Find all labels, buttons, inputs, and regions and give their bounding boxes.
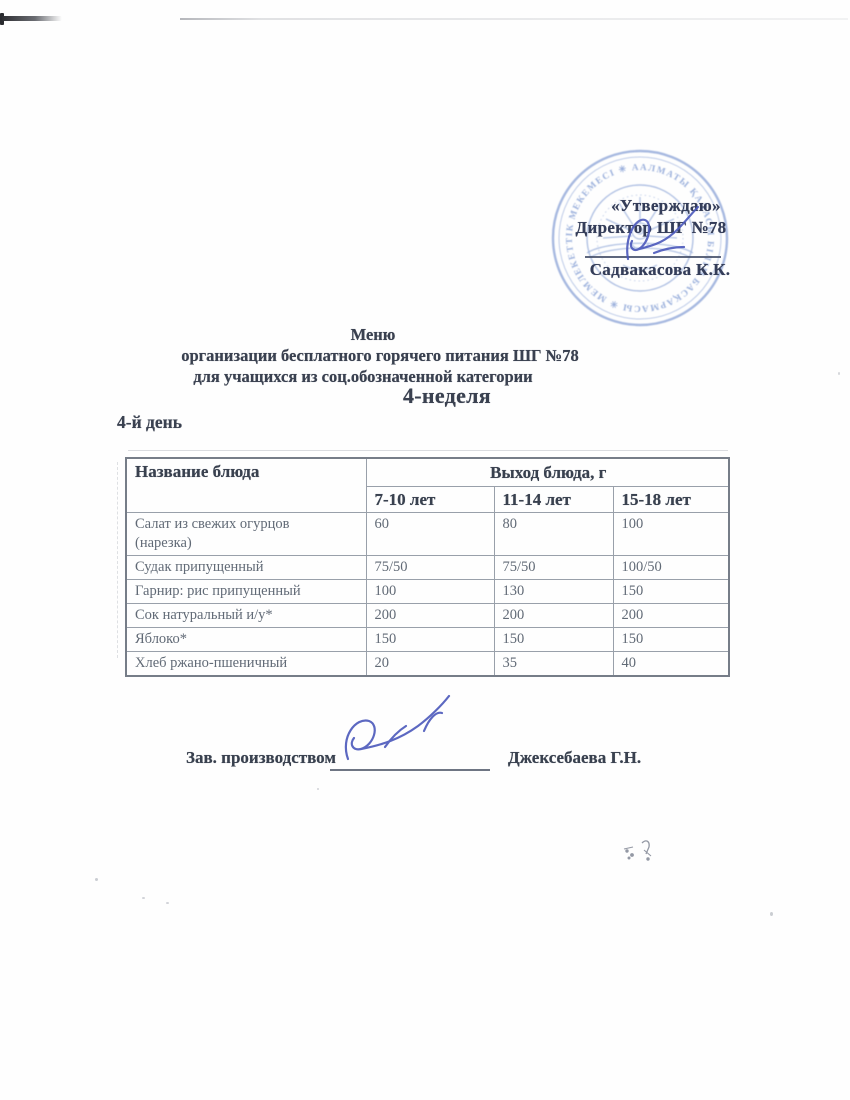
table-row: Сок натуральный и/у* 200 200 200 (125, 602, 730, 628)
portion-11-14: 35 (493, 650, 614, 676)
title-menu: Меню (350, 325, 396, 344)
ink-smudge (623, 840, 652, 861)
scan-speck (770, 912, 773, 916)
table-row: Гарнир: рис припущенный 100 130 150 (125, 578, 730, 604)
table-row: Хлеб ржано-пшеничный 20 35 40 (125, 650, 730, 676)
approval-director-name: Садвакасова К.К. (589, 260, 731, 279)
portion-15-18: 200 (612, 602, 730, 628)
title-organization-line: организации бесплатного горячего питания… (181, 346, 579, 365)
scan-artifact-line (180, 18, 848, 20)
col-header-output-group: Выход блюда, г (365, 457, 730, 487)
scan-artifact-streak (2, 16, 62, 21)
footer-signature-line (330, 769, 490, 771)
approval-quote: «Утверждаю» (611, 196, 721, 215)
dish-name: Яблоко* (125, 626, 367, 652)
portion-15-18: 150 (612, 626, 730, 652)
dish-name: Сок натуральный и/у* (125, 602, 367, 628)
portion-7-10: 200 (365, 602, 495, 628)
title-day: 4-й день (117, 412, 182, 432)
menu-table: Название блюда Выход блюда, г 7-10 лет 1… (125, 457, 731, 677)
scan-speck (317, 788, 319, 790)
portion-11-14: 80 (493, 511, 614, 556)
production-manager-name: Джексебаева Г.Н. (508, 748, 642, 767)
dish-name: Салат из свежих огурцов (нарезка) (125, 511, 367, 556)
portion-11-14: 75/50 (493, 554, 614, 580)
portion-7-10: 100 (365, 578, 495, 604)
header-row-ages: 7-10 лет 11-14 лет 15-18 лет (126, 485, 730, 513)
portion-7-10: 150 (365, 626, 495, 652)
scan-speck (838, 372, 840, 375)
stamp-emblem (586, 197, 694, 271)
title-week: 4-неделя (402, 383, 492, 408)
director-signature (626, 205, 700, 261)
scan-speck (166, 902, 169, 904)
scan-speck (142, 897, 145, 899)
dish-name: Судак припущенный (125, 554, 367, 580)
table-row: Яблоко* 150 150 150 (125, 626, 730, 652)
portion-7-10: 75/50 (365, 554, 495, 580)
dish-name: Гарнир: рис припущенный (125, 578, 367, 604)
col-header-age-11-14: 11-14 лет (493, 485, 614, 513)
portion-11-14: 130 (493, 578, 614, 604)
portion-11-14: 150 (493, 626, 614, 652)
menu-table-body: Салат из свежих огурцов (нарезка) 60 80 … (125, 511, 730, 676)
scan-artifact-table-shadow (128, 450, 728, 451)
menu-table-header: Название блюда Выход блюда, г 7-10 лет 1… (125, 457, 730, 513)
col-header-age-15-18: 15-18 лет (612, 485, 730, 513)
production-manager-signature (344, 694, 451, 761)
portion-7-10: 20 (365, 650, 495, 676)
portion-15-18: 100 (612, 511, 730, 556)
col-header-age-7-10: 7-10 лет (365, 485, 495, 513)
portion-11-14: 200 (493, 602, 614, 628)
official-round-stamp: АЛМАТЫ ҚАЛАСЫ БІЛІМ БАСҚАРМАСЫ ✳ МЕМЛЕКЕ… (545, 143, 729, 327)
production-manager-label: Зав. производством (186, 748, 336, 767)
portion-15-18: 100/50 (612, 554, 730, 580)
approval-signature-line (585, 256, 721, 258)
table-row: Салат из свежих огурцов (нарезка) 60 80 … (125, 511, 730, 556)
portion-15-18: 40 (612, 650, 730, 676)
scan-speck (95, 878, 98, 881)
portion-15-18: 150 (612, 578, 730, 604)
approval-role: Директор ШГ №78 (575, 218, 727, 237)
title-category-line: для учащихся из соц.обозначенной категор… (193, 367, 533, 386)
table-row: Судак припущенный 75/50 75/50 100/50 (125, 554, 730, 580)
scan-artifact-table-shadow-left (117, 462, 118, 658)
dish-name: Хлеб ржано-пшеничный (125, 650, 367, 676)
col-header-dish-name: Название блюда (125, 457, 367, 513)
portion-7-10: 60 (365, 511, 495, 556)
header-row-group: Название блюда Выход блюда, г (125, 457, 730, 513)
